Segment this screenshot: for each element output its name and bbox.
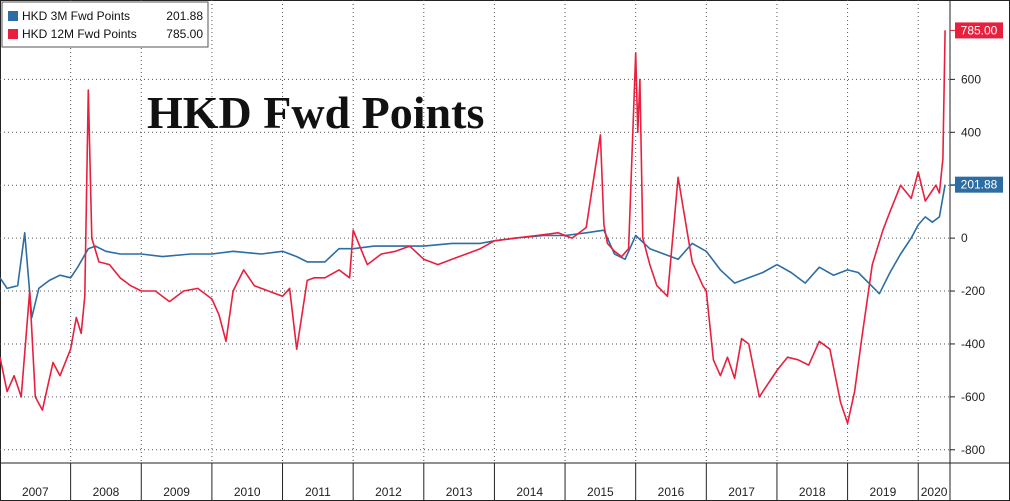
legend-label-3m: HKD 3M Fwd Points [22, 9, 130, 23]
x-tick-label: 2009 [163, 485, 190, 499]
x-tick-label: 2012 [375, 485, 402, 499]
last-value-label-3m: 201.88 [961, 178, 998, 192]
badge-layer: 201.88 785.00 [950, 22, 1003, 193]
y-tick-label: -200 [961, 284, 985, 298]
y-tick-layer: 6004002000-200-400-600-800 [949, 0, 985, 501]
x-tick-label: 2010 [234, 485, 261, 499]
grid-layer [0, 0, 950, 463]
x-tick-label: 2018 [799, 485, 826, 499]
y-tick-label: 0 [961, 231, 968, 245]
legend: HKD 3M Fwd Points 201.88 HKD 12M Fwd Poi… [1, 1, 209, 48]
x-tick-label: 2014 [516, 485, 543, 499]
y-tick-label: 600 [961, 72, 981, 86]
legend-label-12m: HKD 12M Fwd Points [22, 27, 137, 41]
legend-swatch-12m [8, 29, 18, 39]
x-tick-label: 2008 [93, 485, 120, 499]
x-tick-label: 2017 [728, 485, 755, 499]
last-value-badge-12m [955, 22, 1003, 39]
x-tick-label: 2007 [22, 485, 49, 499]
y-tick-label: 400 [961, 125, 981, 139]
y-tick-label: -800 [961, 443, 985, 457]
x-tick-label: 2019 [870, 485, 897, 499]
x-tick-layer: 2007 2008 2009 2010 2011 2012 2013 2014 2015 2016… [0, 462, 1010, 501]
series-layer [0, 30, 946, 425]
chart-title: HKD Fwd Points [147, 87, 484, 138]
x-tick-label: 2011 [305, 485, 331, 499]
legend-box [1, 1, 209, 48]
legend-swatch-3m [8, 11, 18, 21]
x-tick-label: 2016 [658, 485, 685, 499]
last-value-badge-3m [955, 176, 1003, 193]
legend-value-3m: 201.88 [166, 9, 203, 23]
x-tick-label: 2013 [446, 485, 473, 499]
series-line-12m [0, 30, 946, 425]
legend-value-12m: 785.00 [166, 27, 203, 41]
x-tick-label: 2020 [921, 485, 948, 499]
y-tick-label: -600 [961, 390, 985, 404]
y-tick-label: -400 [961, 337, 985, 351]
last-value-label-12m: 785.00 [961, 23, 998, 37]
x-tick-label: 2015 [587, 485, 614, 499]
